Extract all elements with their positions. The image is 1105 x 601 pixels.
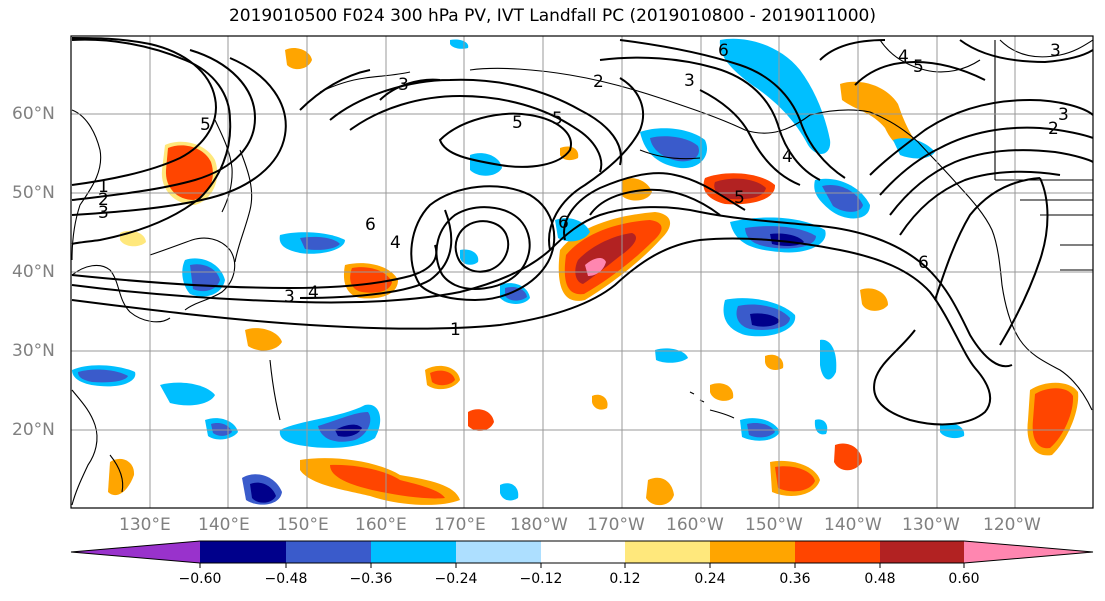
lat-label: 20°N	[12, 420, 55, 440]
contour-label: 5	[734, 188, 745, 208]
lon-label: 140°W	[824, 515, 882, 535]
coastlines	[71, 39, 1093, 506]
lon-label: 180°W	[510, 515, 568, 535]
colorbar-tick-label: 0.60	[948, 571, 980, 587]
colorbar-tick-label: 0.24	[694, 571, 726, 587]
contour-label: 3	[98, 203, 109, 223]
map-frame	[70, 35, 1094, 509]
colorbar	[70, 540, 1094, 568]
lat-label: 60°N	[12, 104, 55, 124]
contour-label: 5	[200, 115, 211, 135]
contour-label: 3	[398, 75, 409, 95]
contour-labels: 1 2 3 3 5 5 2 3 6 4 5 6 6 4 3 4 1 6 4 5 …	[98, 41, 1069, 340]
lon-label: 160°W	[666, 515, 724, 535]
colorbar-segment	[880, 541, 964, 563]
lon-label: 120°W	[983, 515, 1041, 535]
lat-label: 50°N	[12, 183, 55, 203]
contour-label: 3	[284, 287, 295, 307]
colorbar-tick-label: 0.12	[609, 571, 641, 587]
colorbar-tick-label: −0.48	[264, 571, 308, 587]
contour-label: 4	[782, 147, 793, 167]
colorbar-segment	[541, 541, 625, 563]
colorbar-segment	[286, 541, 371, 563]
contour-label: 1	[98, 177, 109, 197]
contour-label: 3	[1058, 105, 1069, 125]
colorbar-extend-min	[71, 541, 200, 563]
colorbar-tick-label: 0.48	[864, 571, 896, 587]
colorbar-tick-label: −0.24	[434, 571, 478, 587]
lat-label: 30°N	[12, 341, 55, 361]
contour-label: 5	[913, 57, 924, 77]
contour-label: 2	[593, 72, 604, 92]
lon-label: 130°E	[119, 515, 171, 535]
colorbar-segment	[456, 541, 541, 563]
contour-label: 5	[512, 113, 523, 133]
colorbar-tick-label: 0.36	[779, 571, 811, 587]
contour-label: 5	[552, 109, 563, 129]
positive-anomalies	[108, 48, 1079, 506]
contour-label: 4	[390, 233, 401, 253]
contour-label: 3	[684, 71, 695, 91]
colorbar-segment	[200, 541, 286, 563]
colorbar-segment	[710, 541, 795, 563]
colorbar-segment	[795, 541, 880, 563]
contour-label: 6	[718, 41, 729, 61]
contour-label: 6	[918, 253, 929, 273]
contour-label: 6	[365, 215, 376, 235]
contour-label: 1	[450, 320, 461, 340]
lon-label: 150°E	[277, 515, 329, 535]
lon-label: 170°W	[587, 515, 645, 535]
colorbar-tick-label: −0.12	[519, 571, 563, 587]
colorbar-segment	[371, 541, 456, 563]
contour-label: 3	[1050, 41, 1061, 61]
lon-label: 130°W	[902, 515, 960, 535]
colorbar-segment	[625, 541, 710, 563]
map-title: 2019010500 F024 300 hPa PV, IVT Landfall…	[228, 6, 876, 26]
graticule	[71, 36, 1093, 508]
shading-layer	[72, 38, 1079, 506]
contour-label: 2	[98, 190, 109, 210]
pv-contours	[71, 37, 1093, 426]
lon-label: 150°W	[745, 515, 803, 535]
contour-label: 4	[308, 283, 319, 303]
lat-label: 40°N	[12, 262, 55, 282]
contour-label: 2	[1048, 119, 1059, 139]
colorbar-tick-label: −0.60	[178, 571, 222, 587]
contour-label: 6	[558, 213, 569, 233]
lon-label: 160°E	[355, 515, 407, 535]
lon-label: 170°E	[434, 515, 486, 535]
lon-label: 140°E	[198, 515, 250, 535]
contour-label: 4	[898, 47, 909, 67]
colorbar-tick-label: −0.36	[349, 571, 393, 587]
colorbar-extend-max	[964, 541, 1093, 563]
